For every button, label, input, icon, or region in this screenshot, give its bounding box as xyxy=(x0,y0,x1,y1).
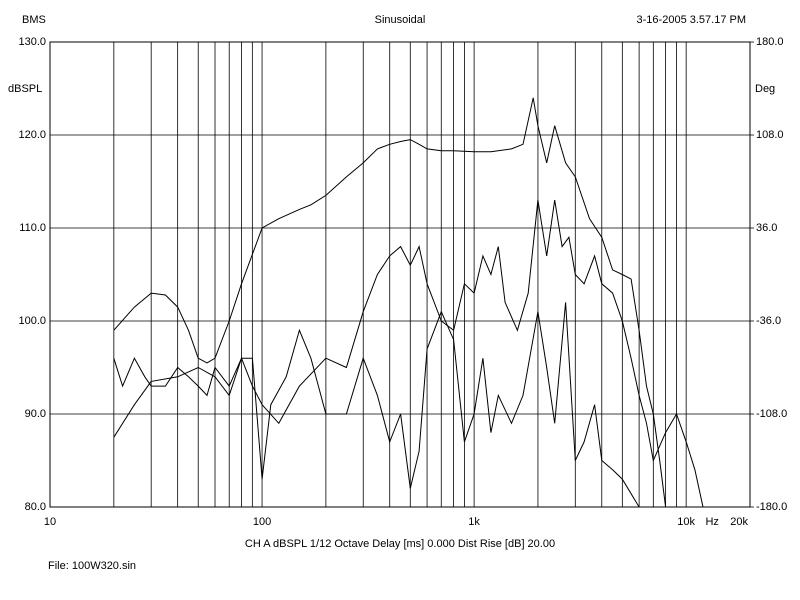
footer: CH A dBSPL 1/12 Octave Delay [ms] 0.000 … xyxy=(245,538,555,550)
y-tick-label: 90.0 xyxy=(25,408,46,420)
y-tick-label: 80.0 xyxy=(25,501,46,513)
y-tick-label: 100.0 xyxy=(18,315,46,327)
response-line xyxy=(113,97,667,508)
y-tick-label: 120.0 xyxy=(18,129,46,141)
x-unit-label: Hz xyxy=(705,516,718,528)
x-tick-label: 10 xyxy=(44,516,56,528)
y2-tick-label: -36.0 xyxy=(756,315,781,327)
file-label: File: 100W320.sin xyxy=(48,560,136,572)
x-tick-label: 100 xyxy=(253,516,271,528)
y-tick-label: 110.0 xyxy=(19,222,46,234)
response-line xyxy=(113,200,704,508)
plot-frame xyxy=(49,41,751,508)
y2-axis-label: Deg xyxy=(755,83,775,95)
header-left: BMS xyxy=(22,14,46,26)
y2-tick-label: -180.0 xyxy=(756,501,787,513)
x-tick-label: 1k xyxy=(468,516,480,528)
y2-tick-label: -108.0 xyxy=(756,408,787,420)
y2-tick-label: 180.0 xyxy=(756,36,784,48)
x-tick-label: 10k xyxy=(677,516,695,528)
chart-title: Sinusoidal xyxy=(375,14,426,26)
x-tick-label: 20k xyxy=(730,516,748,528)
y2-tick-label: 108.0 xyxy=(756,129,784,141)
header-right: 3-16-2005 3.57.17 PM xyxy=(637,14,746,26)
y-tick-label: 130.0 xyxy=(18,36,46,48)
y-axis-label: dBSPL xyxy=(8,83,42,95)
response-line xyxy=(113,302,640,508)
y2-tick-label: 36.0 xyxy=(756,222,777,234)
